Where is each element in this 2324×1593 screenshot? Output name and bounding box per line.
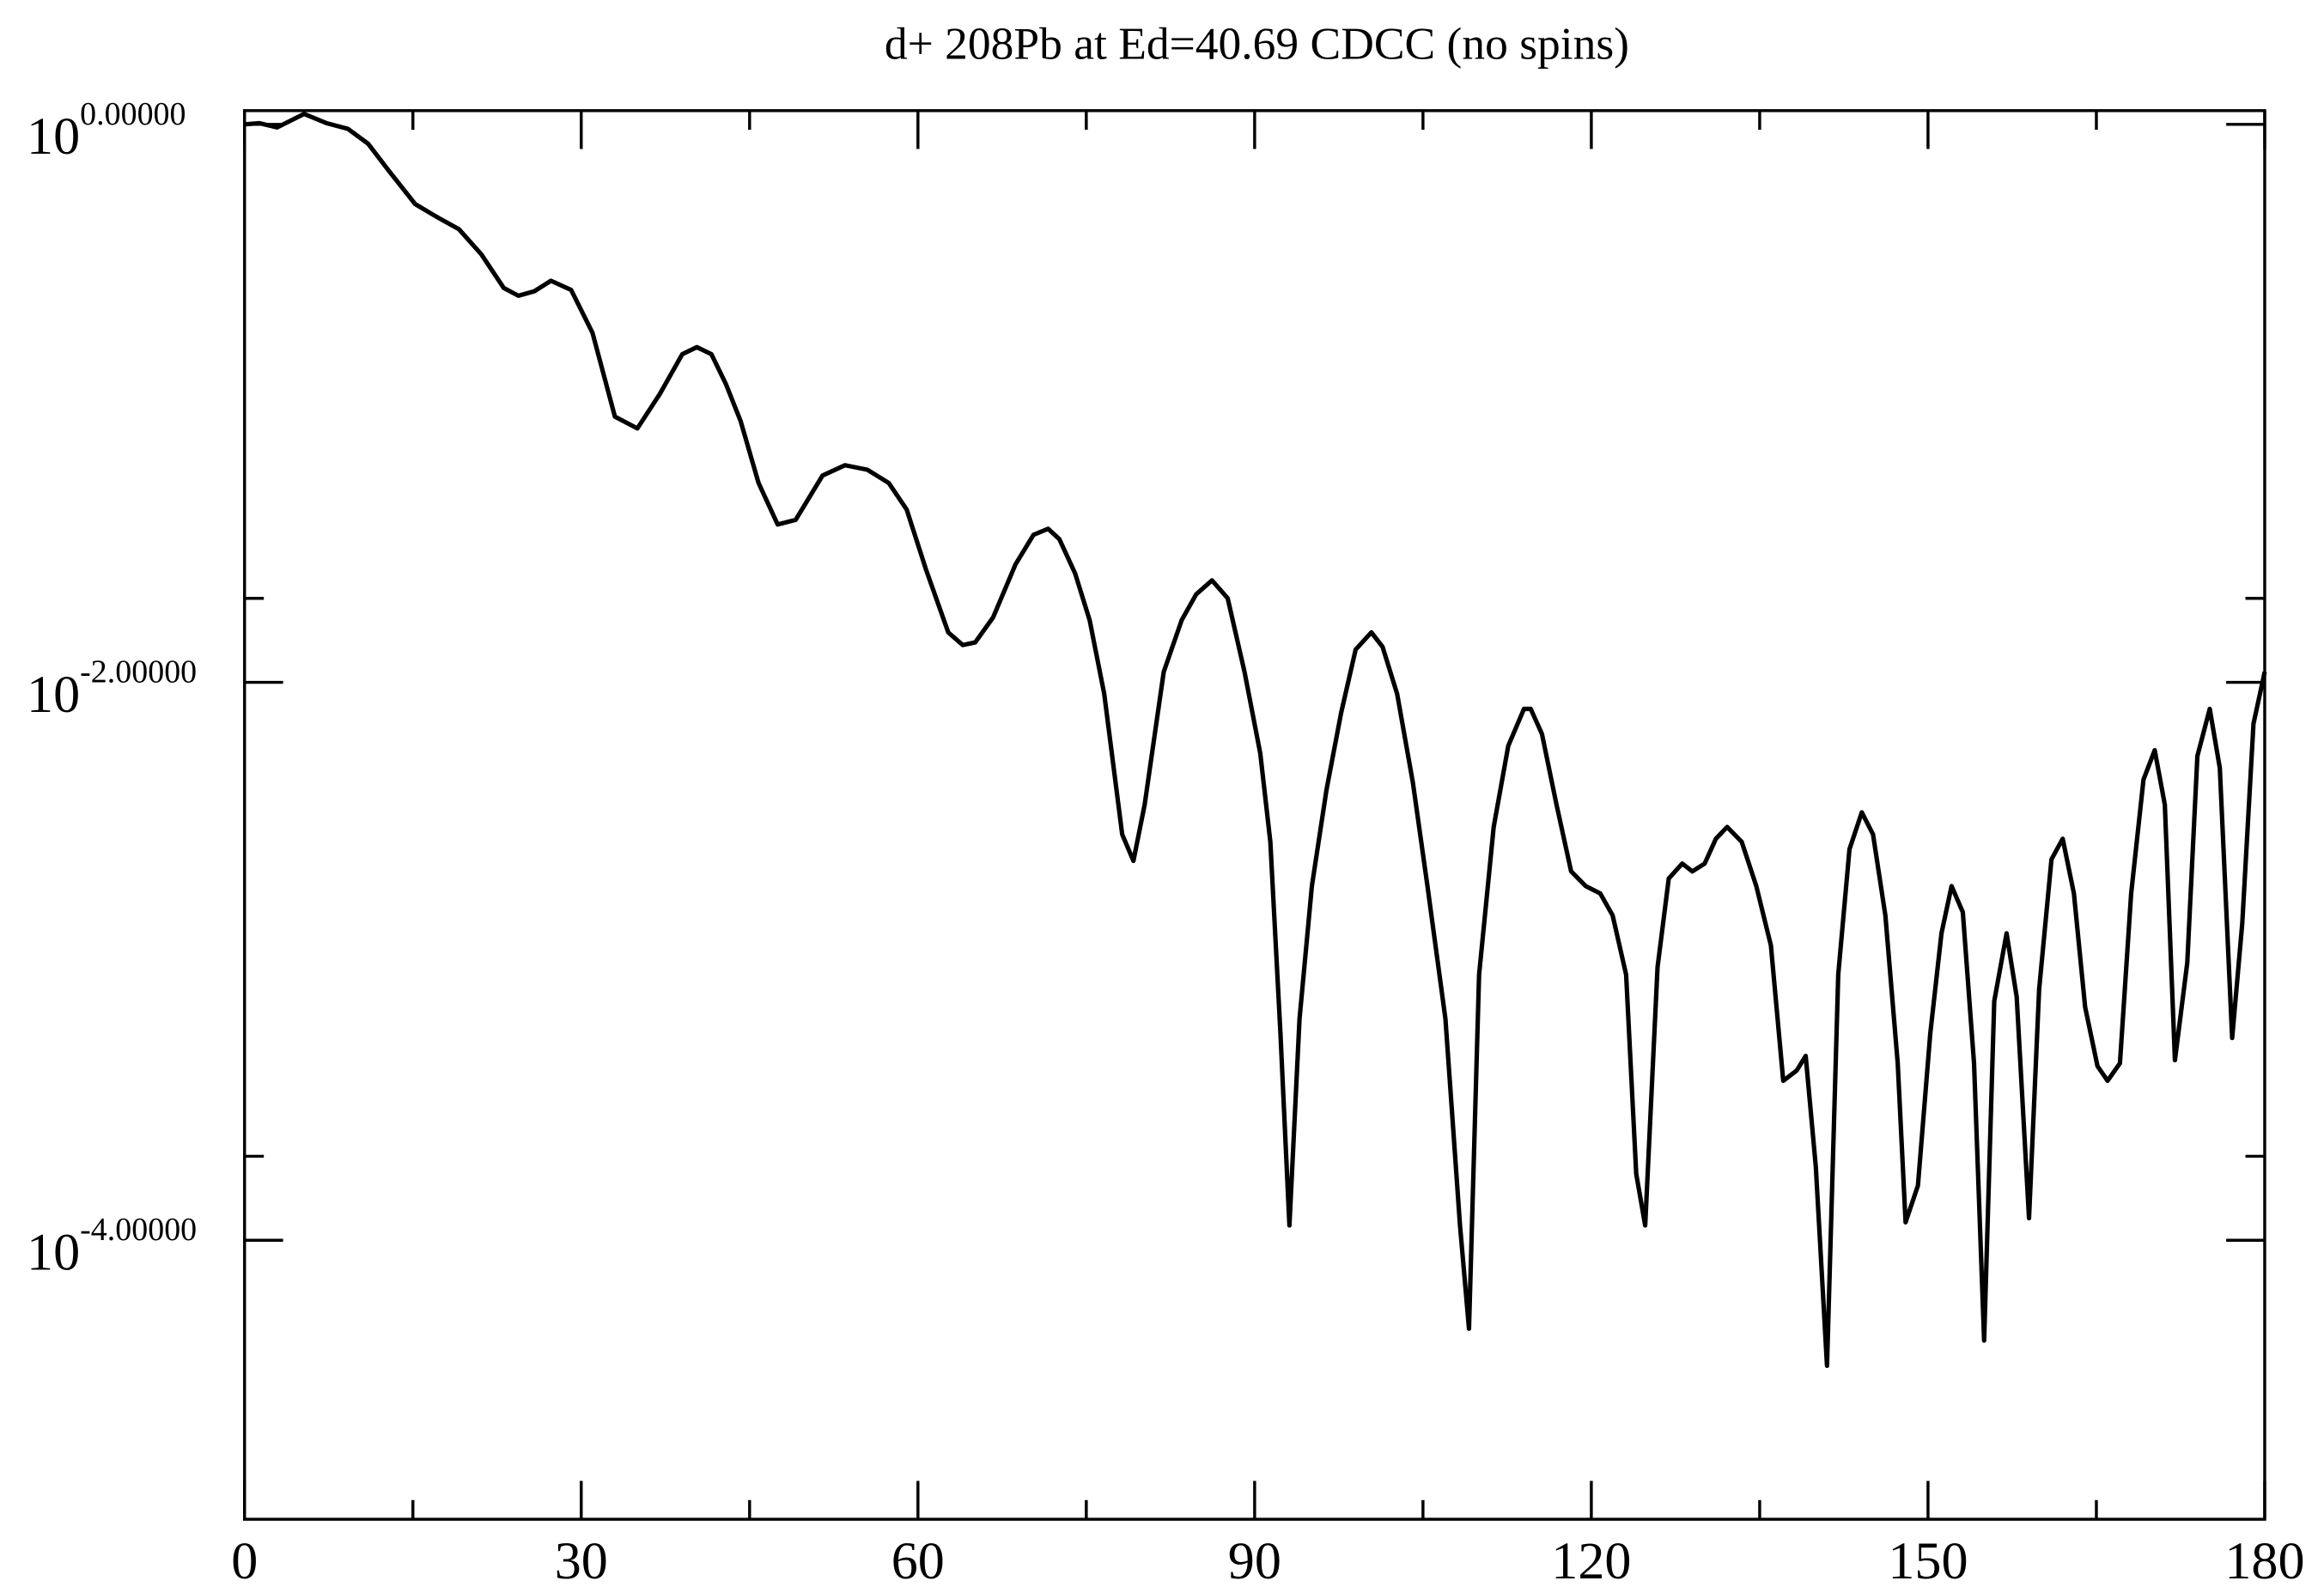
x-tick-label: 60 <box>891 1532 945 1590</box>
x-tick-label: 0 <box>231 1532 258 1590</box>
y-tick-label: 100.00000 <box>27 96 186 166</box>
data-line <box>244 112 2267 1368</box>
y-tick-base: 10 <box>27 1224 80 1282</box>
y-tick-exponent: -4.00000 <box>80 1212 197 1248</box>
y-tick-label: 10-4.00000 <box>27 1212 197 1281</box>
plot-frame <box>243 109 2266 1521</box>
chart-title: d+ 208Pb at Ed=40.69 CDCC (no spins) <box>885 18 1629 70</box>
y-tick-label: 10-2.00000 <box>27 654 197 724</box>
y-tick-base: 10 <box>27 666 80 724</box>
x-tick-label: 90 <box>1228 1532 1281 1590</box>
x-tick-label: 150 <box>1888 1532 1968 1590</box>
x-tick-label: 120 <box>1551 1532 1631 1590</box>
y-tick-base: 10 <box>27 107 80 166</box>
y-tick-exponent: 0.00000 <box>80 96 186 132</box>
x-tick-label: 30 <box>555 1532 608 1590</box>
y-tick-exponent: -2.00000 <box>80 654 197 690</box>
x-tick-label: 180 <box>2224 1532 2304 1590</box>
